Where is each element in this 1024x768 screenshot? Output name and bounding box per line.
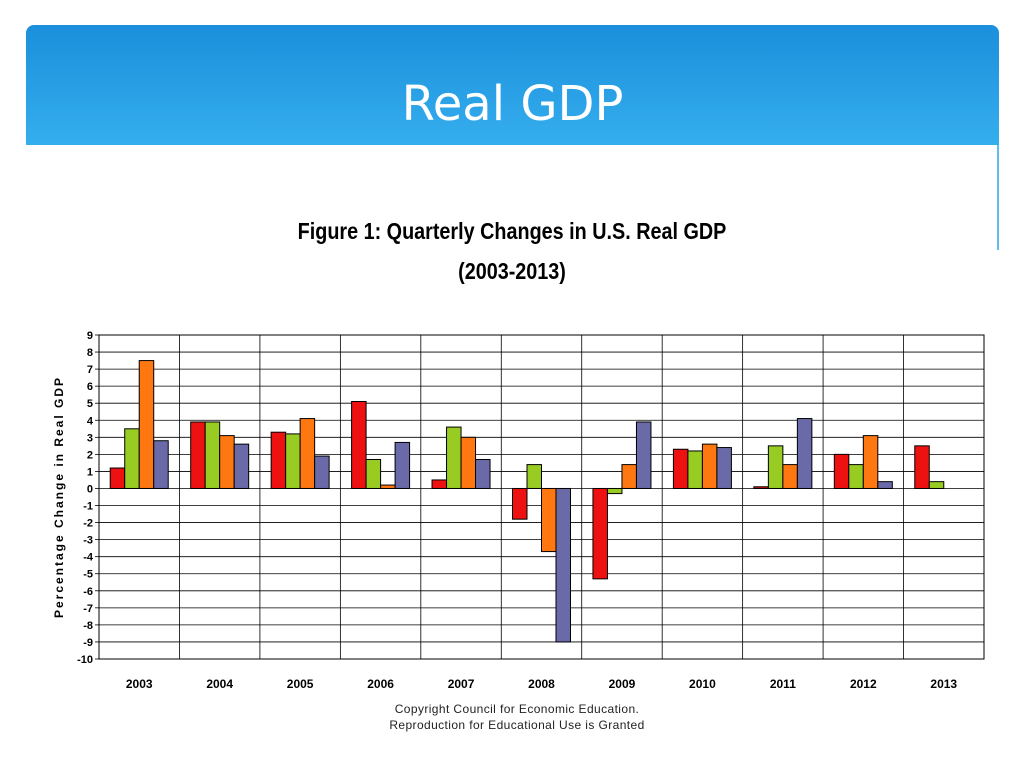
y-tick-label: -1 [83,501,93,513]
x-tick-label: 2009 [609,677,636,691]
x-tick-label: 2010 [689,677,716,691]
y-tick-label: 4 [87,415,94,427]
gdp-bar-chart: 9 8 7 6 5 4 3 2 1 0 -1 -2 -3 -4 -5 -6 -7 -8 -9 -10 2003 2004 2… [52,330,985,691]
x-tick-label: 2013 [930,677,957,691]
bar-2004-q2 [204,421,221,489]
bar-2007-q4 [475,458,491,489]
x-tick-label: 2004 [206,677,233,691]
y-tick-label: 8 [87,347,93,359]
bar-2003-q2 [124,428,140,489]
bar-2006-q4 [394,441,411,489]
bar-2004-q3 [219,435,235,489]
bar-2011-q1 [753,486,769,489]
bar-2010-q2 [687,450,703,489]
header-edge-line [997,145,999,250]
bar-2003-q4 [153,440,169,489]
y-tick-label: -5 [83,569,93,581]
bar-2005-q1 [270,431,287,489]
bar-2007-q2 [446,426,462,489]
bar-2010-q4 [716,447,732,489]
chart-title: Figure 1: Quarterly Changes in U.S. Real… [297,218,727,244]
copyright-line-2: Reproduction for Educational Use is Gran… [389,718,645,732]
y-tick-label: 2 [87,449,93,461]
y-tick-label: -4 [83,552,94,564]
y-tick-label: -3 [83,535,93,547]
copyright-line-1: Copyright Council for Economic Education… [394,702,640,716]
y-tick-label: 7 [87,364,93,376]
bar-2007-q1 [431,479,448,489]
bar-2003-q3 [138,360,155,489]
y-tick-label: 6 [87,381,93,393]
y-tick-label: -8 [83,620,93,632]
bar-2011-q2 [767,445,784,489]
x-tick-label: 2011 [770,677,796,691]
y-tick-label: -2 [83,518,93,530]
bar-2008-q2 [526,464,542,489]
bar-2007-q3 [460,436,477,489]
x-tick-label: 2005 [287,677,314,691]
x-tick-label: 2008 [528,677,555,691]
bar-2011-q3 [782,464,798,489]
bar-2009-q1 [592,487,608,580]
bar-2013-q2 [928,481,945,489]
bar-2008-q3 [541,487,557,553]
x-tick-label: 2006 [367,677,394,691]
bar-2004-q1 [190,421,206,489]
bar-2012-q3 [862,435,879,489]
bar-2008-q4 [555,487,571,643]
y-tick-label: -9 [83,637,93,649]
y-tick-label: 5 [87,398,93,410]
y-tick-label: 1 [87,466,93,478]
slide-title: Real GDP [401,76,624,132]
bar-2010-q1 [672,448,689,489]
bar-2009-q2 [606,487,623,495]
bar-2012-q1 [833,453,850,489]
bar-2009-q4 [635,421,652,489]
bar-2013-q1 [914,445,930,489]
x-tick-label: 2012 [850,677,877,691]
bar-2012-q2 [848,464,864,489]
bar-2006-q2 [365,458,382,489]
chart-subtitle: (2003-2013) [458,258,566,284]
y-axis-label: Percentage Change in Real GDP [52,376,66,618]
bar-2005-q3 [299,418,316,489]
x-tick-label: 2007 [448,677,475,691]
bar-2012-q4 [877,481,893,489]
y-tick-label: -6 [83,586,93,598]
x-tick-label: 2003 [126,677,153,691]
bar-2005-q2 [285,433,301,489]
y-tick-label: 9 [87,330,93,342]
bar-2008-q1 [512,487,528,520]
bar-2005-q4 [314,455,330,489]
bar-2006-q1 [351,401,367,489]
header-bar [26,25,999,145]
y-tick-label: 0 [87,483,93,495]
bar-2009-q3 [621,464,637,489]
bar-2010-q3 [701,443,718,489]
bar-2004-q4 [233,443,250,489]
bar-2006-q3 [380,484,396,489]
y-tick-label: -10 [77,654,93,666]
bar-2011-q4 [796,418,813,489]
bar-2003-q1 [109,467,126,489]
y-tick-label: -7 [83,603,93,615]
y-tick-label: 3 [87,432,93,444]
